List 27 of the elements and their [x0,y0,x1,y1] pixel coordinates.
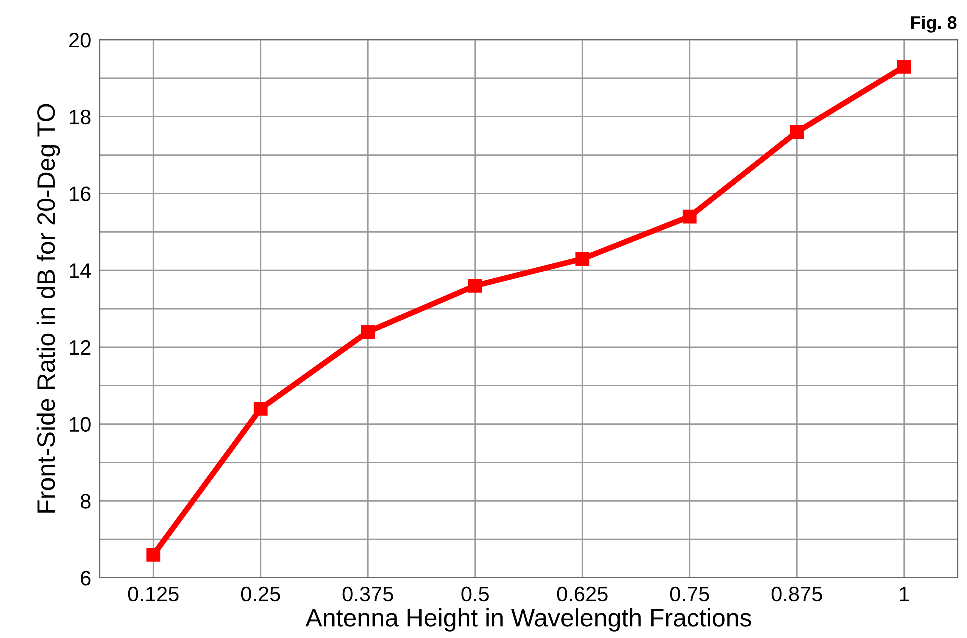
point [682,210,697,224]
point [790,125,804,140]
x-tick-label: 0.125 [128,586,179,602]
x-tick-label: 0.25 [241,586,280,602]
y-tick-label: 10 [70,417,91,432]
y-tick-label: 8 [80,494,91,509]
x-tick-label: 0.5 [462,586,489,602]
caption: Fig. 8 [911,16,957,33]
point [897,60,912,74]
x-tick-label: 1 [900,587,910,602]
x-tick-label: 0.75 [670,586,710,602]
point [254,402,268,416]
x-axis-title: Antenna Height in Wavelength Fractions [306,608,752,632]
x-tick-label: 0.875 [772,586,822,602]
y-tick-label: 20 [70,33,91,48]
point [146,548,161,562]
y-tick-label: 14 [70,264,92,278]
point [468,279,482,293]
y-axis-title: Front-Side Ratio in dB for 20-Deg TO [36,104,60,513]
point [361,325,376,339]
y-tick-label: 6 [81,571,91,586]
y-tick-label: 18 [70,110,91,125]
y-tick-label: 16 [70,186,91,202]
x-tick-label: 0.375 [342,586,394,602]
x-tick-label: 0.625 [557,586,608,602]
point [576,252,590,266]
y-tick-label: 12 [70,340,91,355]
